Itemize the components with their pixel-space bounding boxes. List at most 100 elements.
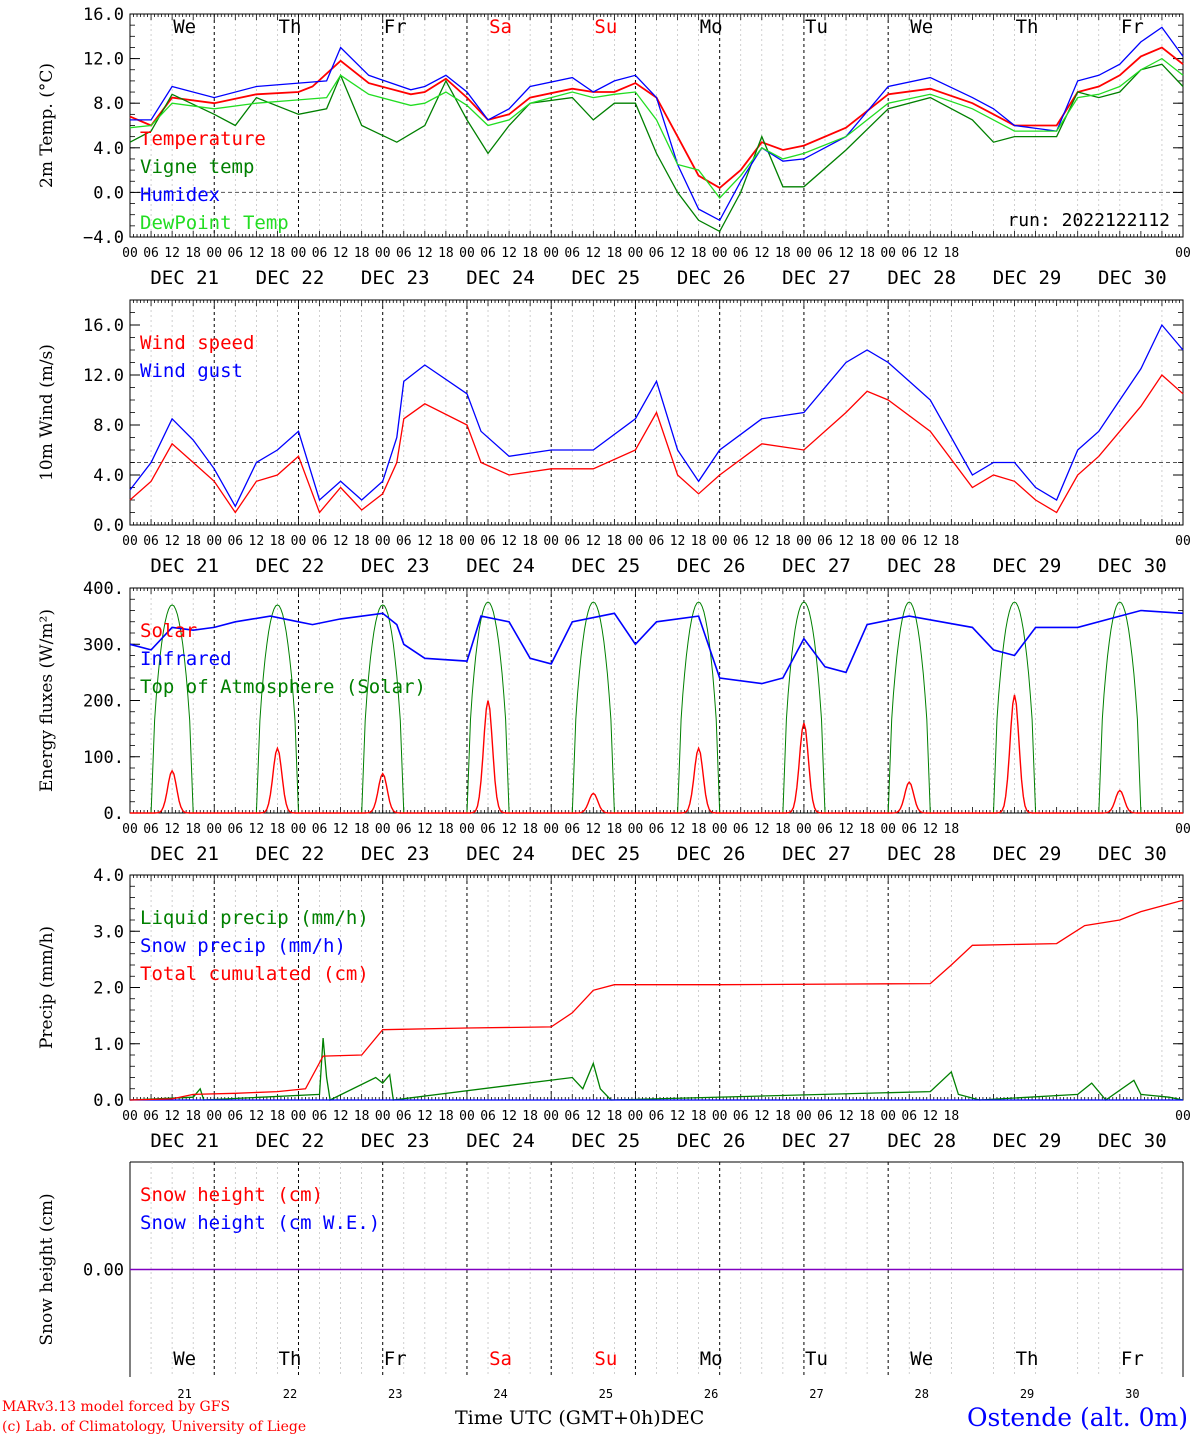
series-vigne-temp xyxy=(129,63,1184,233)
x-tick-label: 00 xyxy=(459,246,475,261)
x-tick-label: 12 xyxy=(501,822,517,837)
x-tick-label: 06 xyxy=(901,1109,917,1124)
date-label: DEC 23 xyxy=(361,843,430,865)
date-label: DEC 21 xyxy=(150,267,219,289)
x-tick-label: 12 xyxy=(585,822,601,837)
day-number: 21 xyxy=(177,1387,191,1401)
date-label: DEC 28 xyxy=(887,555,956,577)
x-tick-label: 00 xyxy=(543,534,559,549)
x-tick-label: 06 xyxy=(480,1109,496,1124)
x-tick-label: 18 xyxy=(859,822,875,837)
date-label: DEC 24 xyxy=(466,555,535,577)
x-tick-label: 18 xyxy=(522,534,538,549)
x-tick-label: 06 xyxy=(564,822,580,837)
x-tick-label: 06 xyxy=(227,246,243,261)
date-label: DEC 28 xyxy=(887,843,956,865)
x-tick-label: 18 xyxy=(775,534,791,549)
x-tick-label: 18 xyxy=(438,1109,454,1124)
date-label: DEC 29 xyxy=(993,843,1062,865)
x-tick-label: 18 xyxy=(859,1109,875,1124)
x-tick-label: 00 xyxy=(796,246,812,261)
x-tick-label: 00 xyxy=(459,534,475,549)
date-label: DEC 29 xyxy=(993,555,1062,577)
day-name: Fr xyxy=(1121,16,1144,38)
x-tick-label: 12 xyxy=(501,534,517,549)
x-tick-label: 18 xyxy=(354,1109,370,1124)
y-axis-label: Energy fluxes (W/m²) xyxy=(37,609,57,792)
x-tick-label: 18 xyxy=(522,246,538,261)
x-tick-label: 00 xyxy=(543,822,559,837)
x-tick-label: 18 xyxy=(438,534,454,549)
x-tick-label: 06 xyxy=(143,822,159,837)
x-tick-label: 00 xyxy=(543,246,559,261)
date-label: DEC 27 xyxy=(782,1130,851,1152)
day-name: Fr xyxy=(1121,1348,1144,1370)
x-tick-label: 18 xyxy=(185,1109,201,1124)
day-name: Th xyxy=(1016,1348,1039,1370)
x-tick-label: 06 xyxy=(143,534,159,549)
y-tick-label: 12.0 xyxy=(83,366,124,386)
x-tick-label: 18 xyxy=(691,822,707,837)
x-tick-label: 12 xyxy=(922,246,938,261)
x-tick-label: 06 xyxy=(312,246,328,261)
day-name: We xyxy=(173,16,196,38)
day-number: 24 xyxy=(493,1387,507,1401)
x-tick-label: 00 xyxy=(880,1109,896,1124)
day-name: We xyxy=(910,16,933,38)
date-label: DEC 25 xyxy=(572,267,641,289)
x-tick-label: 18 xyxy=(691,1109,707,1124)
x-tick-label: 06 xyxy=(817,822,833,837)
series-wind-gust xyxy=(129,323,1184,508)
x-tick-label: 12 xyxy=(249,534,265,549)
model-credit: MARv3.13 model forced by GFS xyxy=(2,1399,231,1415)
x-tick-label: 12 xyxy=(164,246,180,261)
x-tick-label: 00 xyxy=(206,822,222,837)
day-name: Th xyxy=(279,16,302,38)
x-tick-label: 00 xyxy=(291,822,307,837)
legend-entry: Top of Atmosphere (Solar) xyxy=(140,676,426,698)
x-tick-label: 06 xyxy=(227,822,243,837)
date-label: DEC 25 xyxy=(572,1130,641,1152)
day-number: 25 xyxy=(599,1387,613,1401)
x-tick-label: 12 xyxy=(838,1109,854,1124)
x-tick-label: 06 xyxy=(649,1109,665,1124)
date-label: DEC 27 xyxy=(782,267,851,289)
x-tick-label: 18 xyxy=(691,534,707,549)
x-tick-label: 18 xyxy=(859,534,875,549)
time-axis-label: Time UTC (GMT+0h) xyxy=(455,1407,661,1429)
x-tick-label: 18 xyxy=(438,246,454,261)
date-label: DEC 22 xyxy=(256,555,325,577)
x-tick-label: 12 xyxy=(922,822,938,837)
x-tick-label: 00 xyxy=(375,246,391,261)
x-tick-label: 00 xyxy=(880,246,896,261)
x-tick-label: 18 xyxy=(270,1109,286,1124)
y-tick-label: 4.0 xyxy=(93,466,124,486)
day-name: Mo xyxy=(700,1348,723,1370)
x-tick-label: 12 xyxy=(249,1109,265,1124)
day-number: 26 xyxy=(704,1387,718,1401)
x-tick-label: 06 xyxy=(901,534,917,549)
y-axis-label: 10m Wind (m/s) xyxy=(37,344,57,481)
legend-entry: Snow precip (mm/h) xyxy=(140,935,346,957)
y-tick-label: 0.0 xyxy=(93,1091,124,1111)
date-label: DEC 27 xyxy=(782,555,851,577)
x-tick-label: 12 xyxy=(838,822,854,837)
x-tick-label: 00 xyxy=(1175,246,1191,261)
series-liquid-precip-mm-h- xyxy=(129,1038,1184,1101)
x-tick-label: 18 xyxy=(522,1109,538,1124)
x-tick-label: 00 xyxy=(1175,822,1191,837)
x-tick-label: 00 xyxy=(796,1109,812,1124)
x-tick-label: 00 xyxy=(712,1109,728,1124)
x-tick-label: 18 xyxy=(944,822,960,837)
legend-entry: Liquid precip (mm/h) xyxy=(140,907,369,929)
x-tick-label: 18 xyxy=(270,534,286,549)
x-tick-label: 00 xyxy=(628,1109,644,1124)
y-tick-label: 1.0 xyxy=(93,1035,124,1055)
day-name: Th xyxy=(279,1348,302,1370)
x-tick-label: 00 xyxy=(1175,534,1191,549)
x-tick-label: 00 xyxy=(712,822,728,837)
legend-entry: Wind gust xyxy=(140,360,243,382)
date-label: DEC 30 xyxy=(1098,843,1167,865)
y-tick-label: 4.0 xyxy=(93,866,124,886)
